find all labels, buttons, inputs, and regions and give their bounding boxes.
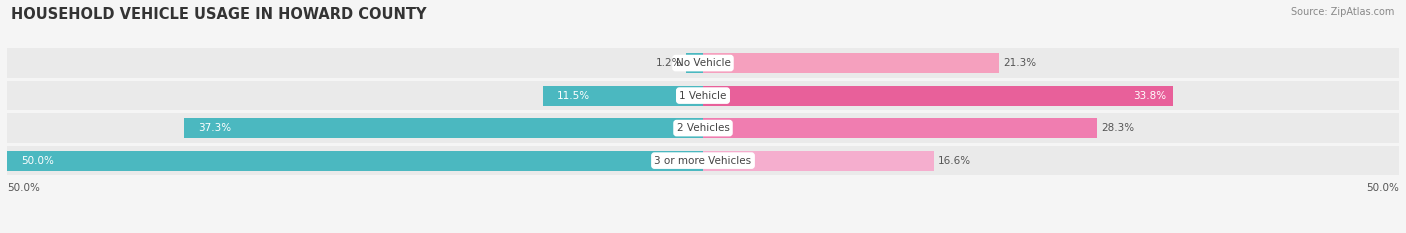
Bar	[7, 113, 1399, 143]
Bar	[7, 48, 1399, 78]
Text: 50.0%: 50.0%	[21, 156, 53, 166]
Bar	[703, 86, 1174, 106]
Bar	[686, 53, 703, 73]
Text: 33.8%: 33.8%	[1133, 91, 1167, 101]
Text: 1 Vehicle: 1 Vehicle	[679, 91, 727, 101]
Bar	[7, 151, 703, 171]
Text: 16.6%: 16.6%	[938, 156, 972, 166]
Text: 2 Vehicles: 2 Vehicles	[676, 123, 730, 133]
Text: 28.3%: 28.3%	[1101, 123, 1135, 133]
Bar	[7, 81, 1399, 110]
Text: 50.0%: 50.0%	[1367, 183, 1399, 193]
Bar	[703, 53, 1000, 73]
Bar	[184, 118, 703, 138]
Text: No Vehicle: No Vehicle	[675, 58, 731, 68]
Bar	[543, 86, 703, 106]
Bar	[7, 146, 1399, 175]
Text: 3 or more Vehicles: 3 or more Vehicles	[654, 156, 752, 166]
Text: 21.3%: 21.3%	[1004, 58, 1036, 68]
Text: Source: ZipAtlas.com: Source: ZipAtlas.com	[1291, 7, 1395, 17]
Text: 1.2%: 1.2%	[655, 58, 682, 68]
Text: 37.3%: 37.3%	[198, 123, 231, 133]
Text: HOUSEHOLD VEHICLE USAGE IN HOWARD COUNTY: HOUSEHOLD VEHICLE USAGE IN HOWARD COUNTY	[11, 7, 427, 22]
Text: 11.5%: 11.5%	[557, 91, 591, 101]
Bar	[703, 118, 1097, 138]
Bar	[703, 151, 934, 171]
Text: 50.0%: 50.0%	[7, 183, 39, 193]
